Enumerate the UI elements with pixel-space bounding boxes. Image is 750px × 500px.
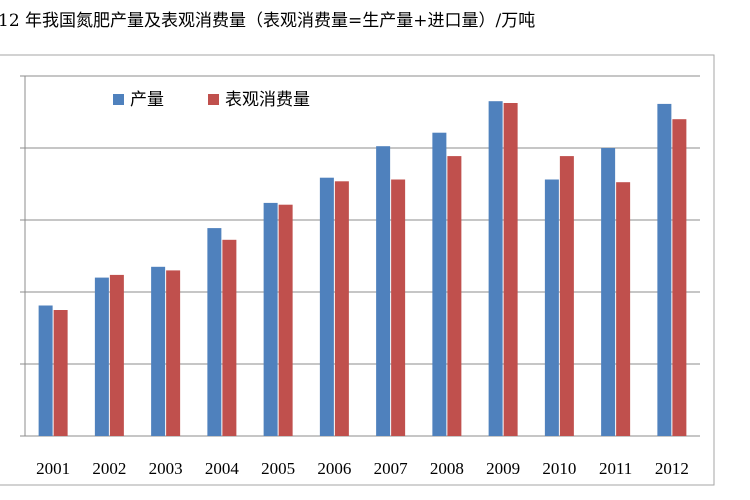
x-tick-label-2002: 2002 [92,459,126,478]
bar-production-2010 [544,179,559,436]
bar-production-2004 [207,228,222,436]
x-tick-label-2005: 2005 [261,459,295,478]
x-tick-label-2008: 2008 [430,459,464,478]
x-tick-label-2012: 2012 [655,459,689,478]
bar-consumption-2006 [334,181,349,436]
legend: 产量 表观消费量 [113,90,310,110]
bar-production-2003 [151,266,166,436]
bar-production-2012 [657,103,672,437]
bar-consumption-2005 [278,204,293,436]
x-tick-label-2003: 2003 [149,459,183,478]
bar-production-2007 [376,146,391,436]
bar-consumption-2007 [391,179,406,436]
bar-production-2005 [263,202,278,436]
legend-swatch-production [113,94,124,105]
legend-label-production: 产量 [130,90,164,110]
grid-lines [20,75,700,437]
bar-production-2006 [319,177,334,436]
x-tick-labels: 2001 2002 2003 2004 2005 2006 2007 2008 2009 2010… [36,459,689,478]
bar-production-2008 [432,132,447,436]
bar-consumption-2012 [672,119,687,436]
bar-consumption-2002 [109,274,124,436]
bar-consumption-2001 [53,310,68,436]
x-tick-label-2006: 2006 [317,459,351,478]
bar-consumption-2003 [166,270,181,436]
bar-production-2011 [601,148,616,436]
bar-consumption-2008 [447,156,462,436]
x-tick-label-2007: 2007 [374,459,409,478]
x-tick-label-2004: 2004 [205,459,240,478]
bars [38,101,687,437]
bar-consumption-2004 [222,239,237,436]
bar-production-2001 [38,305,53,436]
chart-title: 12 年我国氮肥产量及表观消费量（表观消费量=生产量+进口量）/万吨 [0,11,536,31]
bar-consumption-2011 [616,182,631,436]
x-tick-label-2001: 2001 [36,459,70,478]
legend-swatch-consumption [208,94,219,105]
x-tick-label-2009: 2009 [486,459,520,478]
bar-consumption-2009 [503,103,518,436]
x-tick-label-2011: 2011 [599,459,632,478]
x-tick-label-2010: 2010 [542,459,576,478]
chart-border [0,54,715,486]
bar-production-2009 [488,101,503,436]
bar-consumption-2010 [559,156,574,436]
legend-label-consumption: 表观消费量 [225,90,310,110]
bar-production-2002 [94,277,109,436]
